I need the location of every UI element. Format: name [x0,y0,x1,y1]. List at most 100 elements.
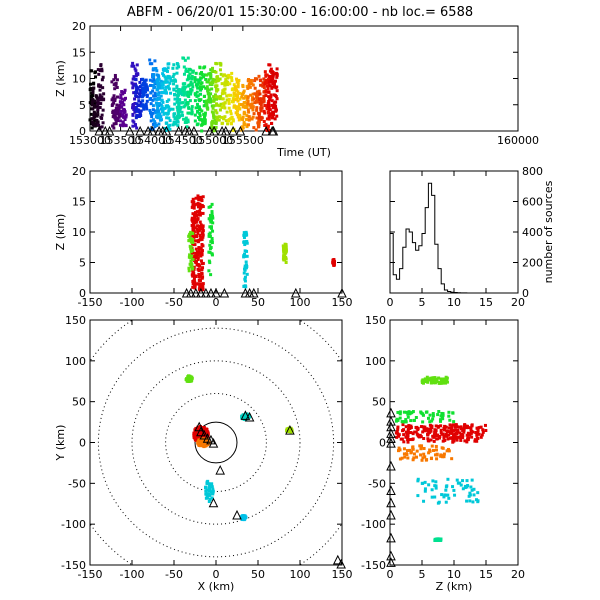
ground-stroke-marker [261,125,271,136]
source-point [273,79,277,83]
source-point [184,116,188,120]
source-point [185,379,189,383]
source-point [252,112,256,116]
ground-stroke-marker [336,558,346,569]
source-point [452,488,456,492]
source-point [112,78,116,82]
source-point [444,375,448,379]
source-point [430,378,434,382]
source-point [204,485,208,489]
source-point [419,445,423,449]
source-point [198,274,202,278]
ground-stroke-marker [240,410,251,420]
source-point [190,105,194,109]
source-point [211,492,215,496]
source-point [240,95,244,99]
source-point [171,123,175,127]
source-point [468,499,472,503]
source-point [422,446,426,450]
source-point [132,91,136,95]
source-point [398,448,402,452]
flash-column [140,77,149,111]
source-point [199,92,203,96]
source-point [414,430,418,434]
source-point [274,86,278,90]
source-point [275,97,279,101]
source-point [196,229,200,233]
source-point [271,75,275,79]
source-point [246,108,250,112]
x-tick-label: 0 [213,568,220,581]
source-point [197,440,201,444]
source-point [101,121,105,125]
source-point [209,76,213,80]
source-point [443,424,447,428]
source-point [263,82,267,86]
source-point [119,96,123,100]
source-point [197,209,201,213]
source-point [242,240,246,244]
source-point [267,104,271,108]
source-point [416,479,420,483]
source-point [257,112,261,116]
source-point [434,424,438,428]
x-tick-label: 5 [419,296,426,309]
source-point [275,75,279,79]
source-point [227,73,231,77]
source-point [475,433,479,437]
x-axis-label: Z (km) [436,580,473,593]
source-point [191,226,195,230]
source-point [134,74,138,78]
source-point [198,213,202,217]
source-point [176,112,180,116]
source-point [208,213,212,217]
source-point [242,96,246,100]
source-point [95,96,99,100]
source-point [452,429,456,433]
source-point [214,122,218,126]
source-point [198,286,202,290]
source-point [155,114,159,118]
ground-stroke-marker [386,557,396,567]
source-point [452,433,456,437]
source-point [269,93,273,97]
source-point [190,77,194,81]
source-point [396,418,400,422]
source-point [192,224,196,228]
source-point [177,104,181,108]
y-tick-label: -150 [361,559,386,572]
source-point [95,114,99,118]
source-point [172,82,176,86]
source-point [184,101,188,105]
y-tick-label: 50 [72,396,86,409]
source-point [232,94,236,98]
source-point [200,276,204,280]
source-point [113,82,117,86]
source-point [198,66,202,70]
source-point [110,98,114,102]
source-point [229,117,233,121]
y-tick-label: 150 [65,314,86,327]
x-tick-label: 150 [332,568,353,581]
y-tick-label: 15 [72,46,86,59]
source-point [249,81,253,85]
source-point [201,235,205,239]
source-point [411,432,415,436]
source-point [232,104,236,108]
source-point [194,255,198,259]
source-point [199,246,203,250]
source-point [431,412,435,416]
source-point [273,117,277,121]
ground-stroke-marker [199,429,210,440]
source-point [251,108,255,112]
source-point [207,488,211,492]
source-point [99,64,103,68]
source-point [271,113,275,117]
source-point [186,69,190,73]
source-point [192,259,196,263]
source-point [242,231,246,235]
source-point [269,95,273,99]
source-point [437,381,441,385]
source-point [453,436,457,440]
source-point [201,119,205,123]
